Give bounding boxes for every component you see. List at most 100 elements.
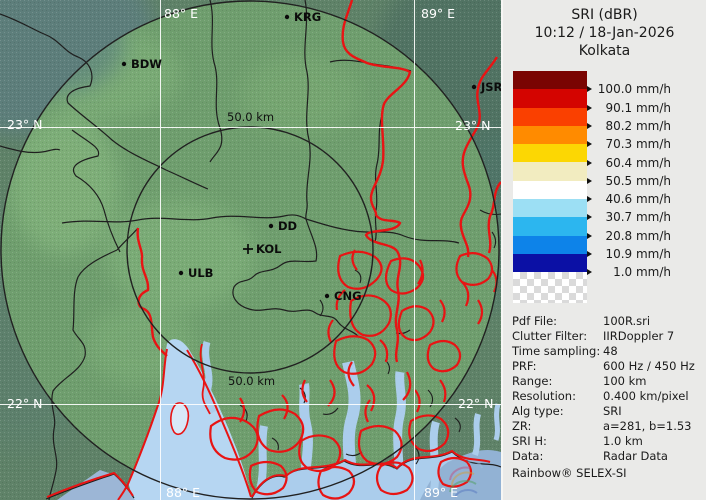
metadata-label: Data: [512,449,544,463]
metadata-value: IIRDoppler 7 [603,329,675,343]
svg-text:CNG: CNG [334,289,362,303]
lat-label-west-22n: 22° N [7,396,42,411]
legend-band [513,71,587,90]
legend-band [513,162,587,181]
city-marker-cng: CNG [324,289,362,303]
metadata-label: Time sampling: [512,344,601,358]
city-marker-krg: KRG [284,10,321,24]
metadata-row: ZR: a=281, b=1.53 [512,419,704,434]
metadata-label: Clutter Filter: [512,329,588,343]
legend-color-bar [513,71,587,273]
legend-tick-row: 100.0 mm/h [503,81,671,97]
legend-band [513,217,587,236]
legend-no-data-band [513,272,587,304]
svg-text:ULB: ULB [188,266,213,280]
legend-band [513,180,587,200]
metadata-label: PRF: [512,359,537,373]
metadata-row: Resolution: 0.400 km/pixel [512,389,704,404]
legend-band [513,199,587,218]
legend-band [513,107,587,126]
legend-tick-label: 50.5 mm/h [605,173,671,188]
tick-arrow-icon [587,251,592,257]
product-title: SRI (dBR) [571,7,638,23]
legend-tick-label: 30.7 mm/h [605,210,671,225]
latlon-grid [0,0,501,500]
legend-tick-label: 40.6 mm/h [605,192,671,207]
legend-band [513,125,587,145]
radar-map-canvas: 88° E 89° E 88° E 89° E 23° N 23° N 22° … [0,0,501,500]
tick-arrow-icon [587,159,592,166]
lat-label-west-23n: 23° N [7,117,42,132]
software-brand: Rainbow® SELEX-SI [512,466,627,480]
metadata-label: Pdf File: [512,314,558,328]
svg-text:KOL: KOL [256,242,282,256]
legend-band [513,89,587,108]
legend-tick-label: 70.3 mm/h [605,137,671,152]
tick-arrow-icon [587,269,592,276]
metadata-value: a=281, b=1.53 [603,419,692,433]
lat-label-east-22n: 22° N [458,396,493,411]
city-marker-jsr: JSR [471,80,501,94]
legend-band [513,235,587,254]
tick-arrow-icon [587,86,592,93]
legend-tick-label: 60.4 mm/h [605,155,671,170]
legend-tick-label: 1.0 mm/h [613,265,671,280]
metadata-label: Range: [512,374,553,388]
tick-arrow-icon [587,104,592,111]
legend-tick-row: 90.1 mm/h [503,100,671,116]
radar-site-marker-kol: KOL [243,242,282,256]
metadata-row: Range: 100 km [512,374,704,389]
lon-label-top-left: 88° E [164,6,198,21]
metadata-row: SRI H: 1.0 km [512,434,704,449]
radar-echo-swirl [449,460,483,498]
metadata-label: SRI H: [512,434,547,448]
svg-text:KRG: KRG [294,10,321,24]
metadata-label: ZR: [512,419,532,433]
legend-tick-row: 60.4 mm/h [503,155,671,171]
metadata-row: Alg type: SRI [512,404,704,419]
svg-text:BDW: BDW [131,57,162,71]
metadata-row: Pdf File: 100R.sri [512,314,704,329]
legend-band [513,253,587,273]
tick-arrow-icon [587,141,592,148]
metadata-value: 100R.sri [603,314,651,328]
legend-band [513,144,587,163]
tick-arrow-icon [587,122,592,129]
tick-arrow-icon [587,214,592,221]
lon-label-bottom-left: 88° E [166,485,200,500]
svg-text:DD: DD [278,219,297,233]
metadata-value: SRI [603,404,622,418]
city-marker-ulb: ULB [178,266,213,280]
lon-label-top-right: 89° E [421,6,455,21]
metadata-row: Time sampling: 48 [512,344,704,359]
legend-tick-row: 40.6 mm/h [503,191,671,207]
metadata-value: 100 km [603,374,647,388]
info-panel: SRI (dBR) 10:12 / 18-Jan-2026 Kolkata 10… [501,0,706,500]
metadata-value: 1.0 km [603,434,643,448]
tick-arrow-icon [587,196,592,203]
metadata-value: Radar Data [603,449,668,463]
metadata-row: Data: Radar Data [512,449,704,464]
river-network [46,0,501,500]
legend-tick-row: 50.5 mm/h [503,173,671,189]
legend-tick-row: 80.2 mm/h [503,118,671,134]
legend-tick-label: 10.9 mm/h [605,247,671,261]
legend-tick-label: 80.2 mm/h [605,118,671,133]
metadata-row: PRF: 600 Hz / 450 Hz [512,359,704,374]
legend-tick-row: 1.0 mm/h [503,264,671,280]
district-boundaries [0,0,501,500]
metadata-value: 600 Hz / 450 Hz [603,359,695,373]
city-markers: BDW KRG JSR DD KOL ULB CNG [121,10,501,303]
radar-site-name: Kolkata [578,43,631,59]
metadata-list: Pdf File: 100R.sri Clutter Filter: IIRDoppl… [512,314,704,464]
range-ring-label-bottom: 50.0 km [228,374,275,388]
svg-text:JSR: JSR [480,80,501,94]
metadata-label: Resolution: [512,389,576,403]
metadata-value: 48 [603,344,618,358]
legend-tick-label: 90.1 mm/h [605,100,671,115]
metadata-row: Clutter Filter: IIRDoppler 7 [512,329,704,344]
radar-map-pane: 88° E 89° E 88° E 89° E 23° N 23° N 22° … [0,0,501,500]
grid-labels: 88° E 89° E 88° E 89° E 23° N 23° N 22° … [7,6,493,500]
legend-tick-label: 100.0 mm/h [597,82,671,97]
